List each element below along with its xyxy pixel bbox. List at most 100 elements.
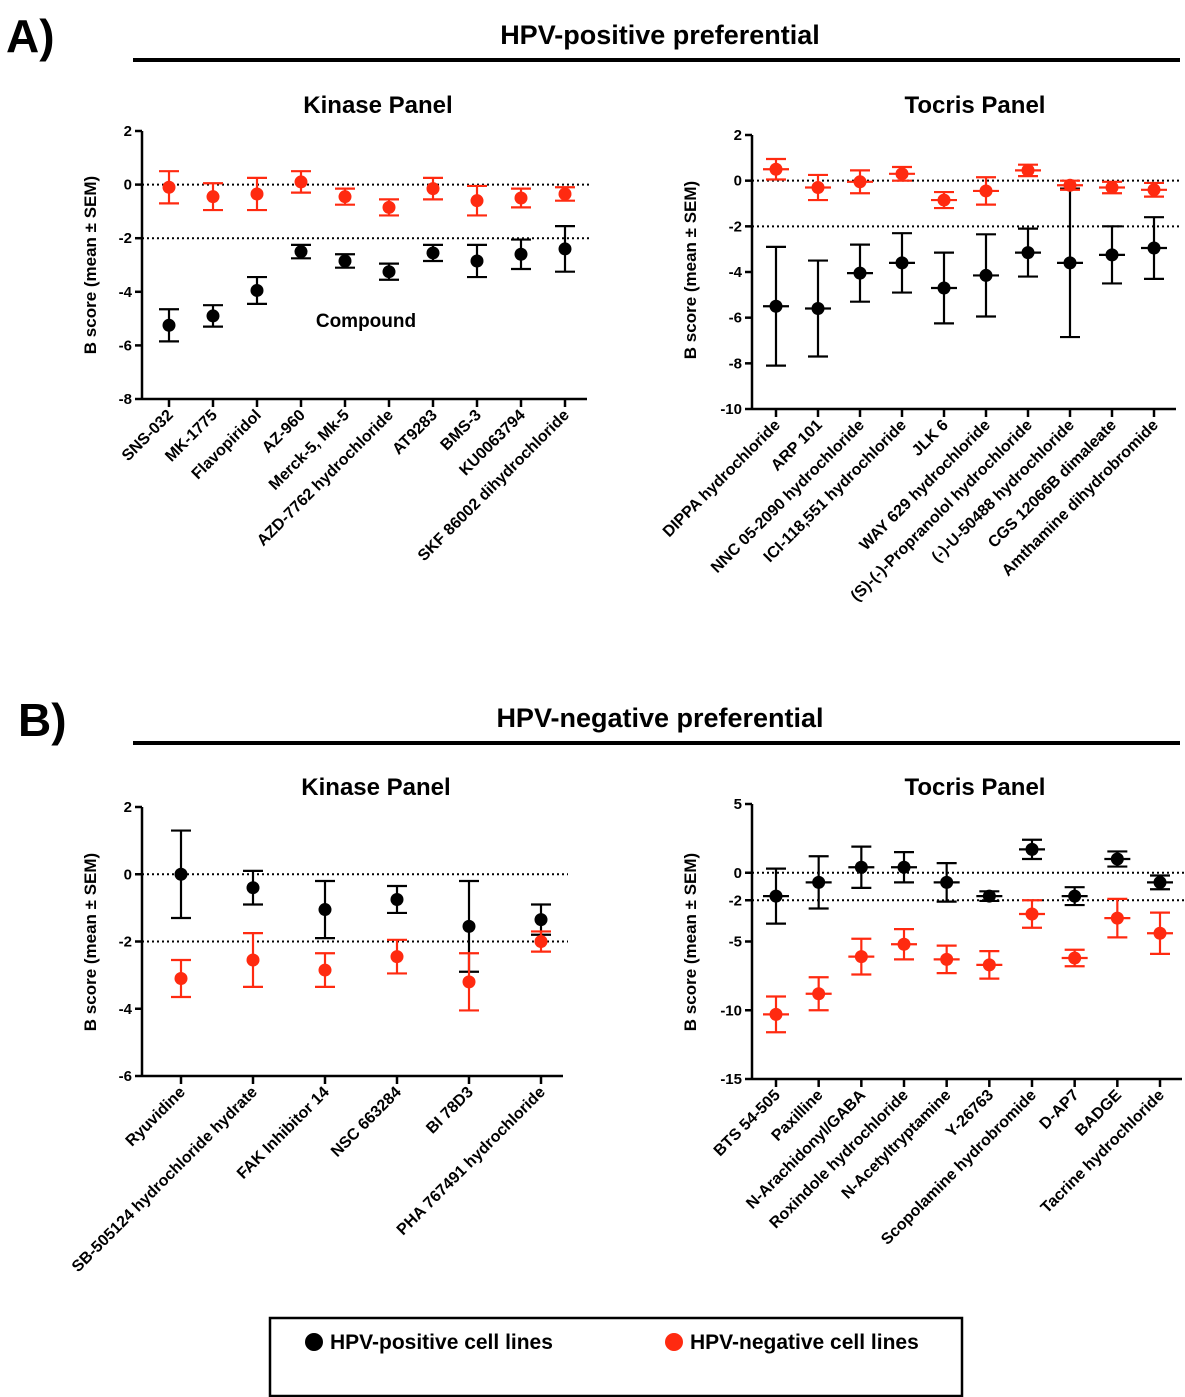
data-point [853,266,867,280]
series-hpv-positive [171,829,551,973]
data-point [462,975,476,989]
legend-label-hpv-positive: HPV-positive cell lines [330,1331,553,1354]
x-tick-label: Ryuvidine [123,1084,189,1150]
chart-kinase-panel-hpv-positive: Kinase Panel B score (mean ± SEM) 2 0 -2 -4 -6… [81,92,592,565]
data-point [558,242,572,256]
series-hpv-negative [763,897,1173,1034]
y-tick-label: -4 [119,284,133,301]
series-hpv-positive [159,225,575,343]
y-tick-label: -6 [119,1068,132,1085]
data-point [812,875,826,889]
data-point [1110,852,1124,866]
data-point [1147,241,1161,255]
y-tick-label: -6 [729,310,742,327]
data-point [206,309,220,323]
section-a-title: HPV-positive preferential [500,20,820,50]
data-point [338,190,352,204]
y-tick-label: -2 [119,934,132,951]
y-tick-label: -10 [720,1002,742,1019]
data-point [897,937,911,951]
data-point [982,889,996,903]
data-point [1025,842,1039,856]
data-point [979,268,993,282]
data-point [1153,875,1167,889]
data-point [1110,911,1124,925]
legend-box [268,1316,964,1397]
legend-marker-hpv-negative [665,1333,683,1351]
y-tick-label: -2 [729,892,742,909]
data-point [982,958,996,972]
legend-marker-hpv-positive [305,1333,323,1351]
data-point [1153,926,1167,940]
data-point [382,200,396,214]
y-tick-label: -6 [119,337,132,354]
data-point [462,919,476,933]
x-tick-label: BTS 54-505 [711,1087,784,1160]
data-point [812,987,826,1001]
data-point [1068,889,1082,903]
data-point [769,1007,783,1021]
y-tick-label: 0 [124,866,132,883]
chart-title: Tocris Panel [905,92,1046,119]
chart-title: Kinase Panel [303,92,452,119]
data-point [514,247,528,261]
data-point [811,181,825,195]
section-b-title: HPV-negative preferential [496,703,823,733]
data-point [937,281,951,295]
y-tick-label: -8 [119,391,132,408]
legend-label-hpv-negative: HPV-negative cell lines [690,1331,919,1354]
x-tick-label: PHA 767491 hydrochloride [394,1084,549,1239]
y-tick-label: 2 [124,123,132,140]
data-point [1025,907,1039,921]
data-point [390,892,404,906]
data-point [338,254,352,268]
section-a-label: A) [6,10,55,62]
data-point [558,187,572,201]
data-point [1105,181,1119,195]
data-point [769,889,783,903]
data-point [246,881,260,895]
data-point [853,175,867,189]
data-point [1063,178,1077,192]
data-point [1068,951,1082,965]
series-hpv-negative [763,157,1167,210]
y-axis-title: B score (mean ± SEM) [81,853,100,1031]
y-axis-title: B score (mean ± SEM) [681,181,700,359]
y-axis-title: B score (mean ± SEM) [81,176,100,354]
section-b-label: B) [18,694,67,746]
legend: HPV-positive cell lines HPV-negative cel… [268,1316,964,1397]
data-point [769,299,783,313]
y-axis-title: B score (mean ± SEM) [681,853,700,1031]
data-point [470,254,484,268]
data-point [895,167,909,181]
y-tick-label: 2 [124,799,132,816]
series-hpv-negative [171,930,551,1012]
data-point [162,318,176,332]
data-point [206,190,220,204]
data-point [390,950,404,964]
data-point [318,963,332,977]
data-point [426,182,440,196]
data-point [979,184,993,198]
data-point [1147,183,1161,197]
data-point [426,246,440,260]
chart-kinase-panel-hpv-negative: Kinase Panel B score (mean ± SEM) 2 0 -2 -4 -6… [69,774,568,1276]
y-tick-label: -2 [729,218,742,235]
data-point [854,860,868,874]
chart-tocris-panel-hpv-negative: Tocris Panel B score (mean ± SEM) 5 0 -2 -5 -1… [681,774,1185,1248]
y-tick-label: 0 [124,177,132,194]
data-point [318,903,332,917]
data-point [1021,246,1035,260]
x-tick-label: Merck-5, Mk-5 [266,407,353,494]
data-point [897,860,911,874]
x-tick-label: NNC 05-2090 hydrochloride [708,417,868,577]
y-tick-label: -15 [720,1071,742,1088]
data-point [514,191,528,205]
data-point [250,187,264,201]
data-point [246,953,260,967]
data-point [534,913,548,927]
series-hpv-positive [763,838,1173,925]
y-tick-label: -8 [729,355,742,372]
data-point [534,935,548,948]
